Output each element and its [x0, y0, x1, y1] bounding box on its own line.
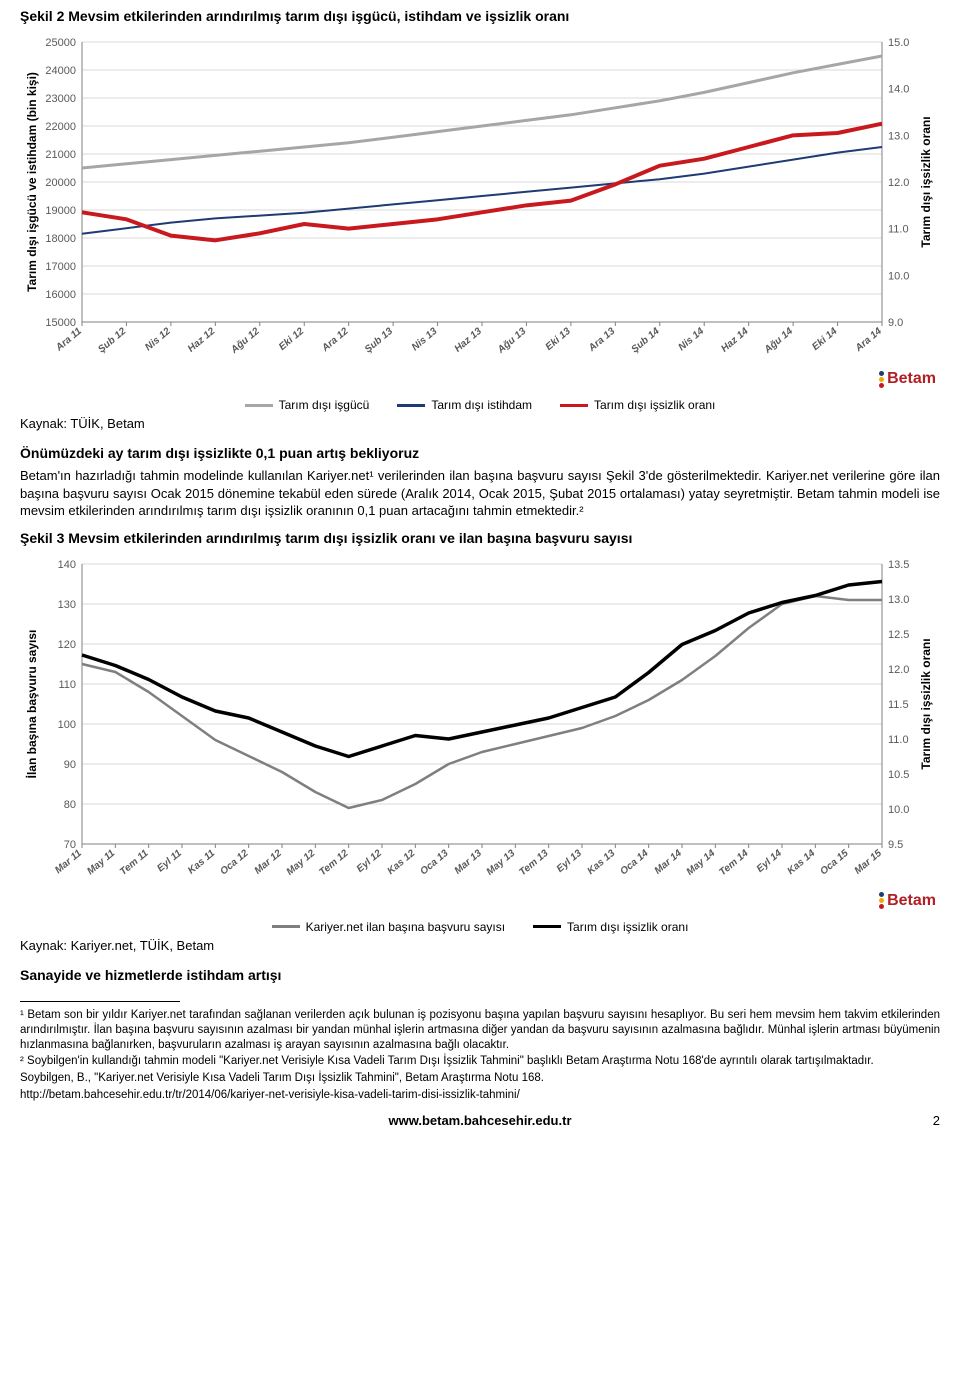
svg-text:120: 120 [58, 639, 76, 651]
footnote-2b: Soybilgen, B., "Kariyer.net Verisiyle Kı… [20, 1071, 940, 1086]
svg-text:10.0: 10.0 [888, 270, 909, 282]
figure3-title: Şekil 3 Mevsim etkilerinden arındırılmış… [20, 530, 940, 546]
svg-text:24000: 24000 [45, 65, 76, 77]
figure3-chart: 7080901001101201301409.510.010.511.011.5… [20, 554, 940, 914]
svg-text:14.0: 14.0 [888, 84, 909, 96]
svg-text:15000: 15000 [45, 317, 76, 329]
svg-text:11.5: 11.5 [888, 699, 909, 711]
figure2-chart: 15000 16000 17000 18000 19000 20000 21000 22000… [20, 32, 940, 392]
svg-text:130: 130 [58, 599, 76, 611]
figure3-legend: Kariyer.net ilan başına başvuru sayısı Ta… [20, 920, 940, 934]
legend-item: Kariyer.net ilan başına başvuru sayısı [272, 920, 505, 934]
legend-item: Tarım dışı işsizlik oranı [533, 920, 688, 934]
logo-dot [879, 377, 884, 382]
footnote-2: ² Soybilgen'in kullandığı tahmin modeli … [20, 1054, 940, 1069]
figure3-caption: Kaynak: Kariyer.net, TÜİK, Betam [20, 938, 940, 953]
svg-text:12.0: 12.0 [888, 664, 909, 676]
svg-text:23000: 23000 [45, 93, 76, 105]
footnote-divider [20, 1001, 180, 1002]
figure3-svg: 7080901001101201301409.510.010.511.011.5… [20, 554, 940, 914]
svg-text:80: 80 [64, 799, 76, 811]
svg-text:İlan başına başvuru sayısı: İlan başına başvuru sayısı [24, 629, 39, 778]
logo-dot [879, 371, 884, 376]
section1-paragraph: Betam'ın hazırladığı tahmin modelinde ku… [20, 467, 940, 520]
svg-text:15.0: 15.0 [888, 37, 909, 49]
svg-text:11.0: 11.0 [888, 224, 909, 236]
svg-text:9.0: 9.0 [888, 317, 903, 329]
footnote-1: ¹ Betam son bir yıldır Kariyer.net taraf… [20, 1008, 940, 1053]
section2-heading: Sanayide ve hizmetlerde istihdam artışı [20, 967, 940, 983]
svg-text:25000: 25000 [45, 37, 76, 49]
section1-heading: Önümüzdeki ay tarım dışı işsizlikte 0,1 … [20, 445, 940, 461]
footnote-2c: http://betam.bahcesehir.edu.tr/tr/2014/0… [20, 1088, 940, 1103]
svg-text:17000: 17000 [45, 261, 76, 273]
logo-dot [879, 892, 884, 897]
logo-text: Betam [887, 892, 936, 910]
svg-text:100: 100 [58, 719, 76, 731]
legend-item: Tarım dışı işgücü [245, 398, 370, 412]
figure2-legend: Tarım dışı işgücü Tarım dışı istihdam Tarı… [20, 398, 940, 412]
svg-text:110: 110 [58, 679, 76, 691]
svg-text:Tarım dışı işgücü ve istihdam: Tarım dışı işgücü ve istihdam (bin kişi) [25, 72, 39, 292]
svg-text:18000: 18000 [45, 233, 76, 245]
logo-dot [879, 383, 884, 388]
page-number: 2 [920, 1113, 940, 1128]
svg-text:Tarım dışı işsizlik oranı: Tarım dışı işsizlik oranı [919, 638, 933, 769]
betam-logo: Betam [879, 370, 936, 388]
svg-text:10.5: 10.5 [888, 769, 909, 781]
svg-text:19000: 19000 [45, 205, 76, 217]
logo-text: Betam [887, 370, 936, 388]
page-footer: www.betam.bahcesehir.edu.tr 2 [20, 1113, 940, 1128]
svg-text:22000: 22000 [45, 121, 76, 133]
figure2-caption: Kaynak: TÜİK, Betam [20, 416, 940, 431]
legend-item: Tarım dışı işsizlik oranı [560, 398, 715, 412]
betam-logo: Betam [879, 892, 936, 910]
figure2-svg: 15000 16000 17000 18000 19000 20000 21000 22000… [20, 32, 940, 392]
svg-text:13.0: 13.0 [888, 594, 909, 606]
svg-text:90: 90 [64, 759, 76, 771]
svg-text:21000: 21000 [45, 149, 76, 161]
figure2-title: Şekil 2 Mevsim etkilerinden arındırılmış… [20, 8, 940, 24]
svg-text:20000: 20000 [45, 177, 76, 189]
svg-text:13.0: 13.0 [888, 130, 909, 142]
svg-text:12.5: 12.5 [888, 629, 909, 641]
svg-text:11.0: 11.0 [888, 734, 909, 746]
logo-dot [879, 898, 884, 903]
svg-text:10.0: 10.0 [888, 804, 909, 816]
footer-url: www.betam.bahcesehir.edu.tr [40, 1113, 920, 1128]
svg-text:9.5: 9.5 [888, 839, 903, 851]
logo-dot [879, 904, 884, 909]
svg-text:16000: 16000 [45, 289, 76, 301]
legend-item: Tarım dışı istihdam [397, 398, 532, 412]
svg-text:12.0: 12.0 [888, 177, 909, 189]
svg-text:140: 140 [58, 559, 76, 571]
svg-text:Tarım dışı işsizlik oranı: Tarım dışı işsizlik oranı [919, 116, 933, 247]
svg-text:13.5: 13.5 [888, 559, 909, 571]
